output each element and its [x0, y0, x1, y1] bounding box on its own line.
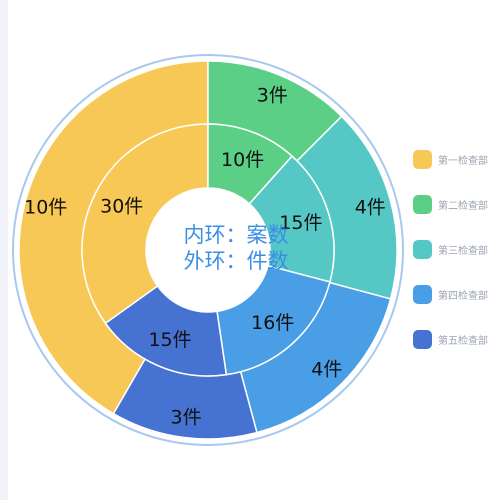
legend-item[interactable]: 第四检查部 — [413, 283, 500, 305]
outer-ring-slice-label: 3件 — [257, 85, 288, 107]
outer-ring-slice-label: 4件 — [355, 196, 386, 218]
legend-label: 第二检查部 — [438, 200, 488, 212]
inner-ring-slice-label: 15件 — [148, 329, 191, 351]
legend-swatch — [413, 239, 432, 259]
legend-item[interactable]: 第五检查部 — [413, 328, 500, 350]
inner-ring — [81, 123, 335, 377]
legend-item[interactable]: 第三检查部 — [413, 238, 500, 260]
legend-item[interactable]: 第一检查部 — [413, 148, 500, 170]
legend-swatch — [413, 284, 432, 304]
outer-ring-slice-label: 10件 — [24, 196, 67, 218]
inner-ring-slice-label: 16件 — [251, 312, 294, 334]
inner-ring-slice-label: 15件 — [279, 212, 322, 234]
legend-label: 第四检查部 — [438, 290, 488, 302]
legend-swatch — [413, 149, 432, 169]
legend-item[interactable]: 第二检查部 — [413, 193, 500, 215]
center-text-outer-ring: 外环：件数 — [184, 249, 289, 273]
inner-ring-slice-label: 30件 — [100, 195, 143, 217]
legend-label: 第一检查部 — [438, 155, 488, 167]
legend-label: 第三检查部 — [438, 245, 488, 257]
outer-ring-slice-label: 3件 — [171, 406, 202, 428]
inner-ring-slice-label: 10件 — [221, 149, 264, 171]
legend-label: 第五检查部 — [438, 335, 488, 347]
outer-ring-border — [12, 54, 404, 446]
legend-swatch — [413, 329, 432, 349]
left-strip — [0, 0, 8, 500]
slice-labels: 30件 10件 15件 16件 15件 10件 3件 4件 4件 3件 — [24, 85, 386, 429]
outer-ring-slice-label: 4件 — [311, 359, 342, 381]
legend: 第一检查部 第二检查部 第三检查部 第四检查部 第五检查部 — [413, 148, 500, 373]
center-text-inner-ring: 内环：案数 — [184, 223, 289, 247]
center-hole — [146, 188, 270, 312]
legend-swatch — [413, 194, 432, 214]
center-label: 内环：案数 外环：件数 — [184, 223, 289, 273]
